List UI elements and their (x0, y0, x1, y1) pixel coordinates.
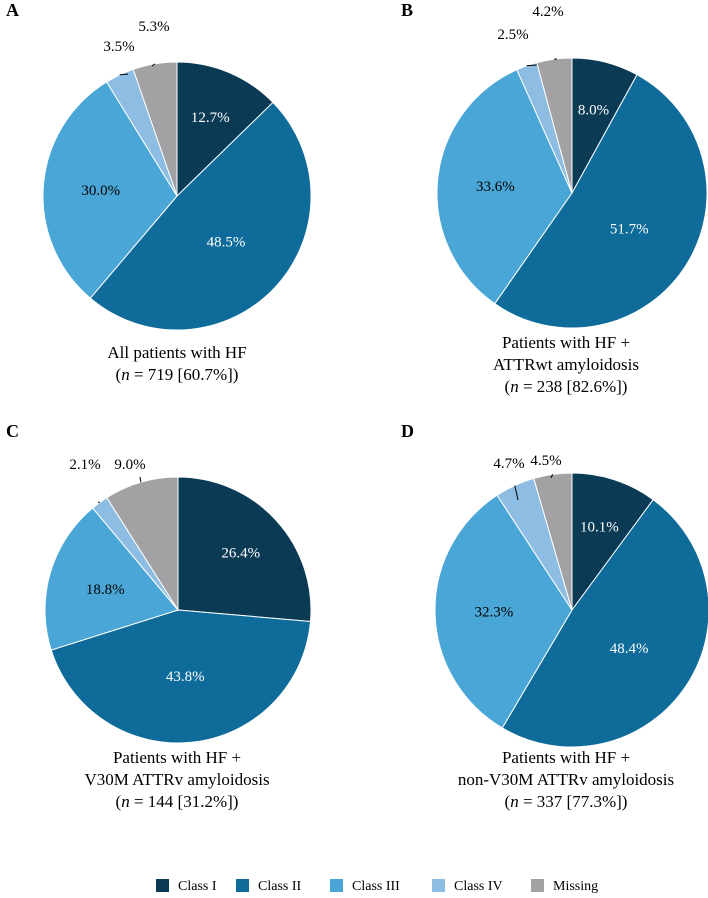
panel-caption: V30M ATTRv amyloidosis (84, 770, 269, 789)
leader-line (550, 474, 554, 479)
slice-label: 51.7% (610, 222, 649, 238)
slice-label: 5.3% (138, 19, 169, 35)
panel-caption: Patients with HF + (502, 333, 630, 352)
pie-panel-a: A 12.7% 48.5% 30.0% 3.5%5.3% All patients wit… (6, 0, 312, 384)
pie-slice-class-ii (89, 101, 312, 331)
panel-n-count: (n = 337 [77.3%]) (505, 792, 628, 811)
pie-slice-class-i (571, 472, 654, 612)
pie-slice-missing (533, 472, 573, 611)
leader-line (151, 63, 156, 67)
panel-letter: B (401, 0, 413, 20)
slice-label: 33.6% (476, 179, 515, 195)
slice-label: 9.0% (114, 457, 145, 473)
panel-n-count: (n = 719 [60.7%]) (116, 365, 239, 384)
legend-swatch (531, 879, 544, 892)
slice-label: 18.8% (86, 582, 125, 598)
panel-n-count: (n = 144 [31.2%]) (116, 792, 239, 811)
slice-label: 43.8% (166, 669, 205, 685)
panel-caption: Patients with HF + (113, 748, 241, 767)
slice-label: 4.5% (530, 453, 561, 469)
slice-label: 26.4% (221, 546, 260, 562)
legend-label: Class II (258, 879, 302, 894)
legend-swatch (432, 879, 445, 892)
legend-label: Class IV (454, 879, 503, 894)
pie-slice-class-ii (494, 74, 708, 329)
pie-panel-d: D 10.1% 48.4% 32.3% 4.7% 4.5% Patients with HF… (401, 421, 708, 811)
panel-letter: A (6, 0, 19, 20)
legend: Class I Class II Class III Class IV Missing (156, 879, 598, 894)
slice-label: 2.1% (69, 457, 100, 473)
pie-slice-class-i (177, 476, 312, 623)
slice-label: 2.5% (497, 27, 528, 43)
pie-slice-class-iii (44, 507, 179, 651)
slice-label: 10.1% (580, 520, 619, 536)
leader-line (119, 73, 129, 76)
legend-label: Class III (352, 879, 400, 894)
pie-slice-class-ii (50, 609, 312, 744)
panel-caption: All patients with HF (107, 343, 246, 362)
legend-swatch (330, 879, 343, 892)
panel-caption: ATTRwt amyloidosis (493, 355, 639, 374)
slice-label: 12.7% (191, 110, 230, 126)
pie-slice-class-i (176, 61, 274, 198)
slice-label: 48.4% (610, 641, 649, 657)
slice-label: 48.5% (207, 235, 246, 251)
panel-letter: D (401, 421, 414, 441)
pie-slice-class-iii (436, 69, 573, 305)
slice-label: 8.0% (578, 102, 609, 118)
pie-slice-class-ii (501, 498, 708, 748)
leader-line (139, 476, 142, 483)
pie-slice-class-iii (42, 81, 178, 299)
slice-label: 3.5% (103, 39, 134, 55)
legend-swatch (236, 879, 249, 892)
panel-n-count: (n = 238 [82.6%]) (505, 377, 628, 396)
pie-panel-c: C 26.4% 43.8% 18.8% 2.1% 9.0% Patients with HF… (6, 421, 312, 811)
slice-label: 32.3% (475, 605, 514, 621)
legend-label: Class I (178, 879, 217, 894)
leader-line (514, 485, 519, 501)
legend-swatch (156, 879, 169, 892)
pie-panel-b: B 8.0% 51.7% 33.6% 2.5%4.2% Patients with HF … (401, 0, 708, 396)
pie-slice-class-iii (434, 494, 573, 729)
panel-letter: C (6, 421, 19, 441)
slice-label: 4.7% (493, 456, 524, 472)
leader-line (97, 501, 100, 504)
panel-caption: non-V30M ATTRv amyloidosis (458, 770, 674, 789)
legend-label: Missing (553, 879, 598, 894)
slice-label: 30.0% (81, 183, 120, 199)
panel-caption: Patients with HF + (502, 748, 630, 767)
slice-label: 4.2% (532, 4, 563, 20)
